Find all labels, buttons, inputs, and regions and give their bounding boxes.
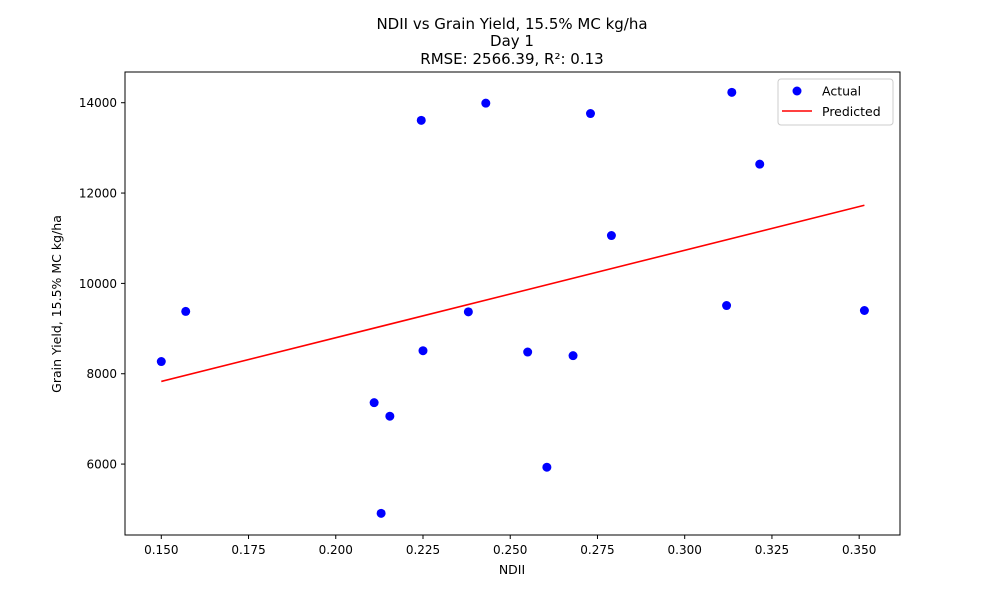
legend-predicted-label: Predicted (822, 104, 881, 119)
y-tick-label: 14000 (79, 96, 117, 110)
y-tick-label: 12000 (79, 187, 117, 201)
actual-point-12 (568, 351, 578, 361)
predicted-line (161, 204, 865, 383)
actual-point-7 (418, 346, 428, 356)
actual-point-3 (369, 398, 379, 408)
actual-point-2 (181, 306, 191, 316)
plot-frame (124, 71, 901, 536)
actual-point-10 (523, 347, 533, 357)
legend-box (777, 78, 894, 126)
actual-point-18 (859, 306, 869, 316)
chart-title-line-1: NDII vs Grain Yield, 15.5% MC kg/ha (376, 15, 647, 33)
x-axis-label: NDII (499, 562, 525, 577)
actual-point-9 (481, 98, 491, 108)
chart-title-line-2: Day 1 (490, 32, 534, 50)
actual-point-1 (156, 357, 166, 367)
y-tick-label: 10000 (79, 277, 117, 291)
x-tick-label: 0.150 (144, 543, 178, 557)
chart-title-line-3: RMSE: 2566.39, R²: 0.13 (420, 50, 603, 68)
x-tick-label: 0.250 (493, 543, 527, 557)
x-tick-label: 0.200 (319, 543, 353, 557)
x-tick-label: 0.275 (580, 543, 614, 557)
actual-point-15 (722, 301, 732, 311)
x-tick-label: 0.225 (406, 543, 440, 557)
actual-point-4 (376, 508, 386, 518)
actual-point-5 (385, 411, 395, 421)
x-tick-label: 0.300 (668, 543, 702, 557)
plot-area (124, 71, 901, 536)
y-tick-label: 6000 (86, 458, 117, 472)
y-axis-label: Grain Yield, 15.5% MC kg/ha (49, 215, 64, 393)
actual-point-6 (416, 115, 426, 125)
legend-actual-label: Actual (822, 84, 861, 99)
actual-point-11 (542, 462, 552, 472)
actual-point-14 (606, 231, 616, 241)
y-tick-label: 8000 (86, 367, 117, 381)
x-axis-ticks: 0.150 0.175 0.200 0.225 0.250 0.275 0.300 0.325… (144, 535, 876, 557)
actual-point-13 (585, 109, 595, 119)
x-tick-label: 0.325 (755, 543, 789, 557)
legend: Actual Predicted (777, 78, 894, 126)
actual-point-17 (755, 159, 765, 169)
x-tick-label: 0.175 (231, 543, 265, 557)
legend-actual-marker (792, 86, 802, 96)
x-tick-label: 0.350 (842, 543, 876, 557)
actual-point-8 (463, 307, 473, 317)
y-axis-ticks: 6000 8000 10000 12000 14000 (79, 96, 125, 472)
actual-point-16 (727, 87, 737, 97)
